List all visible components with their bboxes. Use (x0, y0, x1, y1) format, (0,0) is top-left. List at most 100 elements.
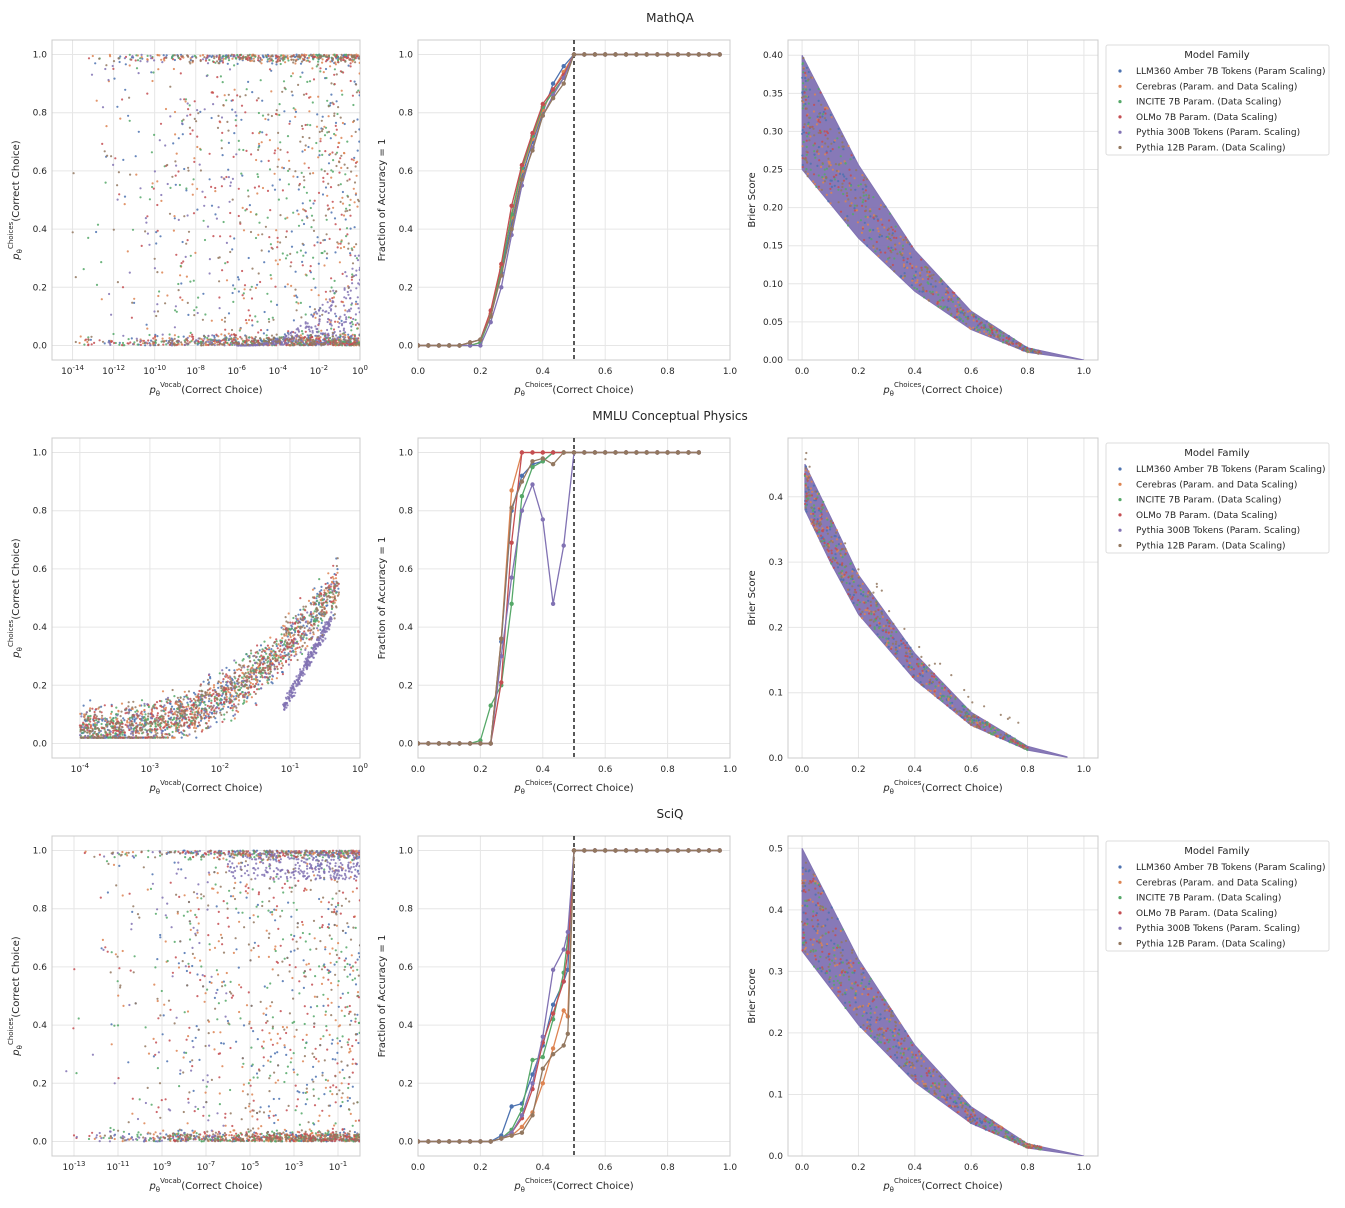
scatter-point (276, 165, 279, 168)
scatter-point (334, 121, 338, 124)
scatter-point (149, 720, 152, 724)
scatter-point (279, 241, 282, 244)
scatter-point (149, 344, 152, 347)
scatter-point (185, 342, 188, 345)
scatter-point (995, 329, 999, 332)
scatter-point (926, 270, 929, 273)
scatter-point (344, 271, 347, 274)
scatter-point (335, 128, 338, 131)
scatter-point (814, 156, 817, 159)
scatter-point (827, 160, 830, 163)
scatter-point (888, 219, 891, 222)
scatter-point (313, 617, 316, 621)
scatter-point (296, 343, 299, 346)
scatter-point (357, 89, 360, 92)
scatter-point (320, 329, 323, 332)
scatter-point (133, 301, 136, 304)
scatter-point (256, 192, 259, 195)
scatter-point (340, 342, 343, 345)
scatter-point (918, 271, 922, 274)
scatter-point (303, 336, 306, 339)
scatter-point (861, 201, 864, 204)
scatter-point (187, 313, 190, 316)
scatter-point (146, 327, 149, 330)
scatter-point (318, 595, 321, 598)
scatter-point (103, 342, 106, 345)
scatter-point (824, 142, 827, 145)
scatter-point (253, 186, 256, 189)
scatter-point (187, 716, 190, 719)
scatter-point (242, 658, 245, 661)
scatter-point (349, 79, 352, 83)
scatter-point (81, 731, 84, 735)
scatter-point (358, 311, 360, 314)
scatter-point (183, 343, 186, 346)
scatter-point (146, 232, 149, 235)
scatter-point (294, 653, 297, 656)
scatter-point (333, 112, 336, 115)
scatter-point (100, 722, 103, 726)
scatter-point (270, 300, 273, 303)
scatter-point (169, 339, 172, 342)
scatter-point (990, 326, 993, 329)
scatter-point (323, 589, 326, 592)
scatter-point (808, 116, 811, 119)
scatter-point (241, 174, 244, 177)
scatter-point (299, 597, 302, 600)
scatter-point (823, 173, 826, 176)
scatter-point (902, 256, 905, 259)
scatter-point (203, 56, 206, 59)
scatter-point (210, 91, 213, 94)
scatter-point (848, 168, 851, 171)
scatter-point (804, 98, 808, 101)
scatter-point (336, 320, 339, 323)
scatter-point (158, 290, 161, 293)
scatter-point (168, 726, 171, 729)
scatter-point (286, 54, 289, 58)
scatter-point (181, 122, 184, 125)
scatter-point (325, 76, 328, 80)
scatter-point (233, 64, 236, 67)
scatter-point (315, 312, 319, 315)
scatter-point (218, 256, 221, 259)
scatter-point (283, 651, 286, 654)
scatter-point (975, 320, 979, 323)
scatter-point (275, 644, 278, 648)
y-tick-label: 0.40 (763, 51, 783, 61)
scatter-point (276, 58, 279, 61)
scatter-point (259, 79, 262, 82)
scatter-point (287, 333, 290, 336)
scatter-point (332, 602, 335, 605)
scatter-point (261, 186, 265, 190)
scatter-point (312, 277, 315, 280)
scatter-point (290, 627, 293, 630)
scatter-point (869, 208, 872, 211)
scatter-point (183, 167, 186, 171)
scatter-point (846, 215, 849, 218)
scatter-point (920, 268, 923, 272)
scatter-point (331, 331, 334, 334)
scatter-point (255, 99, 258, 102)
scatter-point (334, 577, 338, 580)
scatter-point (802, 95, 806, 98)
scatter-point (319, 70, 322, 73)
scatter-point (199, 59, 202, 63)
scatter-point (194, 701, 197, 704)
scatter-point (802, 126, 805, 129)
scatter-point (114, 157, 117, 160)
scatter-point (313, 199, 316, 202)
scatter-point (972, 319, 975, 322)
y-tick-label: 0.10 (763, 280, 783, 290)
scatter-point (342, 214, 346, 217)
scatter-point (131, 228, 135, 231)
scatter-point (827, 200, 830, 203)
y-tick-label: 0.15 (763, 242, 783, 252)
scatter-point (135, 722, 138, 725)
scatter-point (230, 338, 233, 341)
scatter-point (139, 60, 142, 63)
scatter-point (306, 216, 309, 219)
plot-frame (787, 39, 1099, 361)
scatter-point (876, 219, 880, 222)
scatter-point (270, 334, 274, 337)
scatter-point (316, 619, 319, 622)
